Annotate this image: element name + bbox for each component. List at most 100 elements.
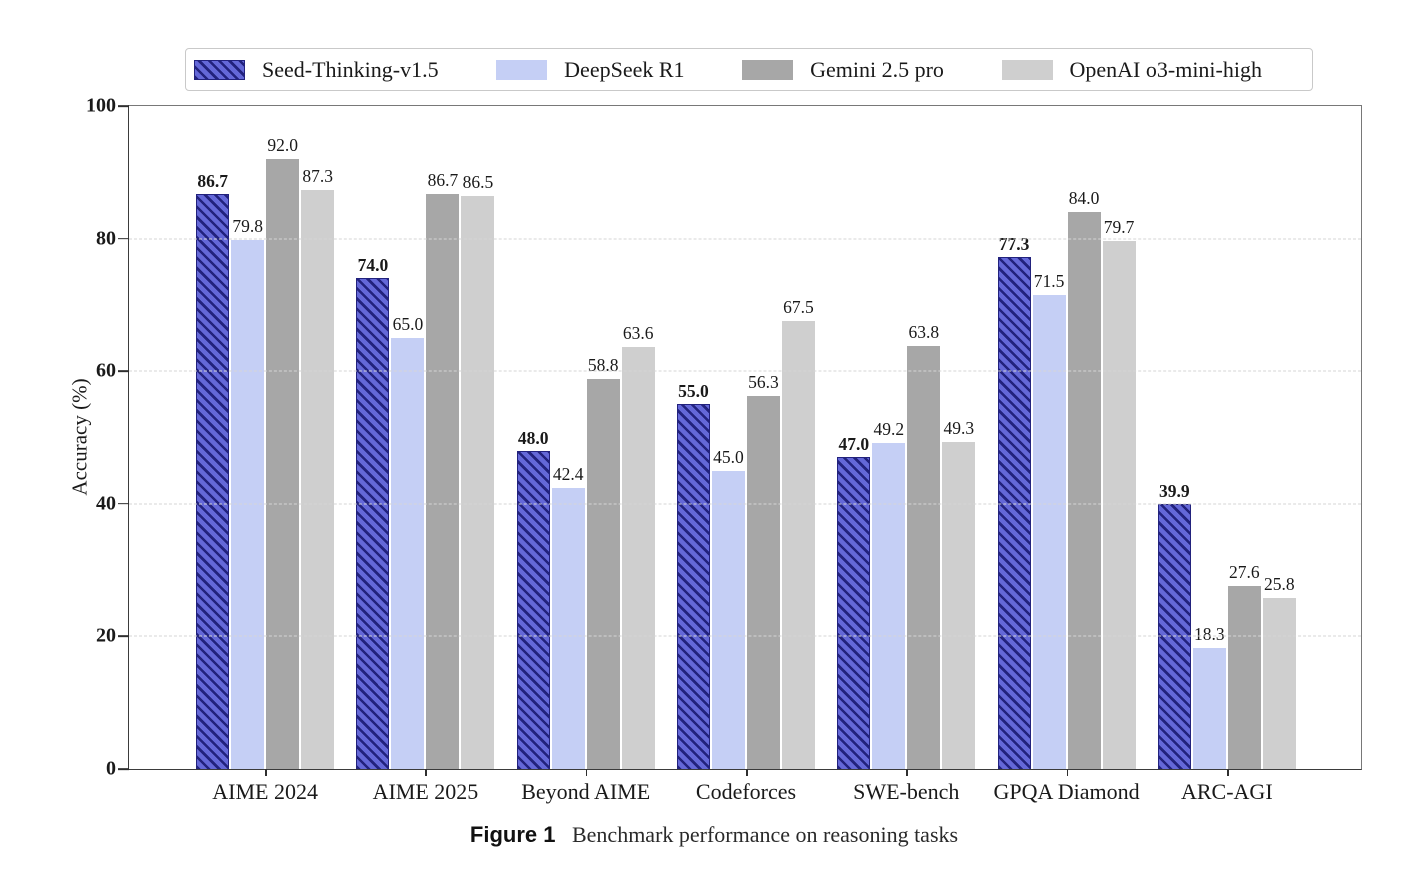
bar-value-label: 49.3 xyxy=(943,418,975,439)
y-tick-mark-40 xyxy=(118,502,129,505)
y-tick-mark-0 xyxy=(118,768,129,770)
bar-value-label: 55.0 xyxy=(678,381,709,402)
legend-label: OpenAI o3-mini-high xyxy=(1069,56,1262,82)
y-tick-mark-60 xyxy=(118,370,129,373)
bar-value-label: 49.2 xyxy=(873,418,905,439)
bar-value-label: 27.6 xyxy=(1229,562,1260,583)
bars-row: 86.7 79.8 92.0 87.3 74.0 65.0 86.7 86.5 48.0 42.4… xyxy=(129,106,1361,769)
x-tick-mark xyxy=(745,769,748,776)
bar-value-label: 86.5 xyxy=(462,171,494,192)
y-tick-label-60: 60 xyxy=(96,359,116,382)
gridline-40 xyxy=(129,503,1361,505)
x-tick-label-text: Beyond AIME xyxy=(521,779,651,804)
legend-item-4: OpenAI o3-mini-high xyxy=(1001,56,1262,83)
x-tick-label-aime-2025: AIME 2025 xyxy=(345,769,505,805)
bar-value-label: 67.5 xyxy=(783,297,814,318)
legend-label: Seed-Thinking-v1.5 xyxy=(262,56,439,82)
legend-item-3: Gemini 2.5 pro xyxy=(742,57,944,83)
legend-swatch-icon xyxy=(1001,59,1053,80)
bar-gemini-2-5-pro-beyond-aime: 58.8 xyxy=(586,355,620,769)
y-tick-label-80: 80 xyxy=(96,227,116,250)
bar-seed-thinking-v1-5-aime-2024: 86.7 xyxy=(196,171,230,769)
y-axis-label: Accuracy (%) xyxy=(67,378,92,496)
x-tick-label-gpqa-diamond: GPQA Diamond xyxy=(986,769,1146,805)
bar-gemini-2-5-pro-swe-bench: 63.8 xyxy=(907,322,941,769)
plot-area: 86.7 79.8 92.0 87.3 74.0 65.0 86.7 86.5 48.0 42.4… xyxy=(86,95,1362,804)
bar-value-label: 18.3 xyxy=(1194,623,1225,644)
legend-swatch-icon xyxy=(194,59,245,80)
bar-value-label: 84.0 xyxy=(1068,188,1100,209)
y-tick-label-40: 40 xyxy=(96,492,116,515)
x-tick-label-swe-bench: SWE-bench xyxy=(826,769,986,805)
bar-seed-thinking-v1-5-swe-bench: 47.0 xyxy=(837,434,871,769)
bar-value-label: 92.0 xyxy=(267,135,298,156)
bar-seed-thinking-v1-5-beyond-aime: 48.0 xyxy=(516,428,550,769)
bar-group-aime-2025: 74.0 65.0 86.7 86.5 xyxy=(345,106,505,769)
y-tick-label-100: 100 xyxy=(86,94,116,117)
x-tick-mark xyxy=(1226,769,1229,776)
x-tick-label-text: ARC-AGI xyxy=(1180,779,1273,804)
bar-group-swe-bench: 47.0 49.2 63.8 49.3 xyxy=(826,106,986,769)
y-tick-mark-100 xyxy=(118,105,129,107)
bar-deepseek-r1-beyond-aime: 42.4 xyxy=(551,464,585,769)
figure-caption: Figure 1 Benchmark performance on reason… xyxy=(0,822,1428,848)
bar-deepseek-r1-swe-bench: 49.2 xyxy=(872,419,906,769)
bar-openai-o3-mini-high-gpqa-diamond: 79.7 xyxy=(1102,217,1136,769)
bar-value-label: 71.5 xyxy=(1033,270,1065,291)
bar-group-codeforces: 55.0 45.0 56.3 67.5 xyxy=(666,106,826,769)
bar-openai-o3-mini-high-aime-2025: 86.5 xyxy=(461,172,495,769)
bar-deepseek-r1-gpqa-diamond: 71.5 xyxy=(1032,271,1066,769)
bar-value-label: 79.8 xyxy=(232,215,263,236)
x-tick-mark xyxy=(1066,769,1069,776)
bar-openai-o3-mini-high-swe-bench: 49.3 xyxy=(942,418,976,769)
legend-swatch-icon xyxy=(496,59,548,80)
legend-label: DeepSeek R1 xyxy=(564,56,685,82)
bar-deepseek-r1-aime-2025: 65.0 xyxy=(391,314,425,769)
bar-value-label: 86.7 xyxy=(197,171,228,192)
legend-label: Gemini 2.5 pro xyxy=(810,56,944,82)
gridline-60 xyxy=(129,370,1361,372)
bar-value-label: 58.8 xyxy=(587,355,619,376)
bar-value-label: 45.0 xyxy=(713,446,744,467)
bar-gemini-2-5-pro-gpqa-diamond: 84.0 xyxy=(1067,188,1101,769)
figure-caption-label: Figure 1 xyxy=(469,822,556,847)
bar-gemini-2-5-pro-aime-2024: 92.0 xyxy=(266,135,300,769)
x-tick-label-text: Codeforces xyxy=(695,779,797,804)
y-tick-mark-80 xyxy=(118,237,129,240)
bar-value-label: 79.7 xyxy=(1103,216,1135,237)
bar-openai-o3-mini-high-codeforces: 67.5 xyxy=(781,297,815,769)
bar-value-label: 47.0 xyxy=(838,434,870,455)
bar-group-beyond-aime: 48.0 42.4 58.8 63.6 xyxy=(506,106,666,769)
x-tick-mark xyxy=(585,769,588,776)
bar-gemini-2-5-pro-aime-2025: 86.7 xyxy=(426,170,460,769)
bar-value-label: 39.9 xyxy=(1159,481,1190,502)
x-tick-label-text: AIME 2024 xyxy=(212,779,318,804)
bar-seed-thinking-v1-5-codeforces: 55.0 xyxy=(676,381,710,769)
bar-group-aime-2024: 86.7 79.8 92.0 87.3 xyxy=(185,106,345,769)
x-tick-label-beyond-aime: Beyond AIME xyxy=(506,769,666,805)
bar-value-label: 56.3 xyxy=(748,371,779,392)
bar-deepseek-r1-codeforces: 45.0 xyxy=(711,447,745,769)
x-tick-label-text: SWE-bench xyxy=(853,779,960,804)
bar-value-label: 42.4 xyxy=(552,463,584,484)
bar-value-label: 74.0 xyxy=(357,255,389,276)
x-tick-label-text: AIME 2025 xyxy=(372,779,479,804)
bar-seed-thinking-v1-5-aime-2025: 74.0 xyxy=(356,255,390,769)
bar-deepseek-r1-arc-agi: 18.3 xyxy=(1192,624,1226,769)
bar-group-gpqa-diamond: 77.3 71.5 84.0 79.7 xyxy=(986,106,1146,769)
bar-value-label: 25.8 xyxy=(1264,573,1295,594)
bar-gemini-2-5-pro-codeforces: 56.3 xyxy=(746,372,780,769)
x-tick-label-codeforces: Codeforces xyxy=(666,769,826,805)
bar-value-label: 77.3 xyxy=(998,233,1030,254)
bar-value-label: 63.6 xyxy=(622,323,654,344)
x-tick-mark xyxy=(906,769,908,776)
legend-item-2: DeepSeek R1 xyxy=(496,56,685,83)
gridline-80 xyxy=(129,238,1361,240)
bar-value-label: 86.7 xyxy=(427,170,459,191)
legend-item-1: Seed-Thinking-v1.5 xyxy=(194,57,439,83)
figure-caption-text: Benchmark performance on reasoning tasks xyxy=(571,822,959,847)
bar-value-label: 87.3 xyxy=(302,166,333,187)
bar-openai-o3-mini-high-arc-agi: 25.8 xyxy=(1262,574,1296,769)
x-axis-labels-row: AIME 2024 AIME 2025 Beyond AIME Codeforces S… xyxy=(129,769,1361,805)
